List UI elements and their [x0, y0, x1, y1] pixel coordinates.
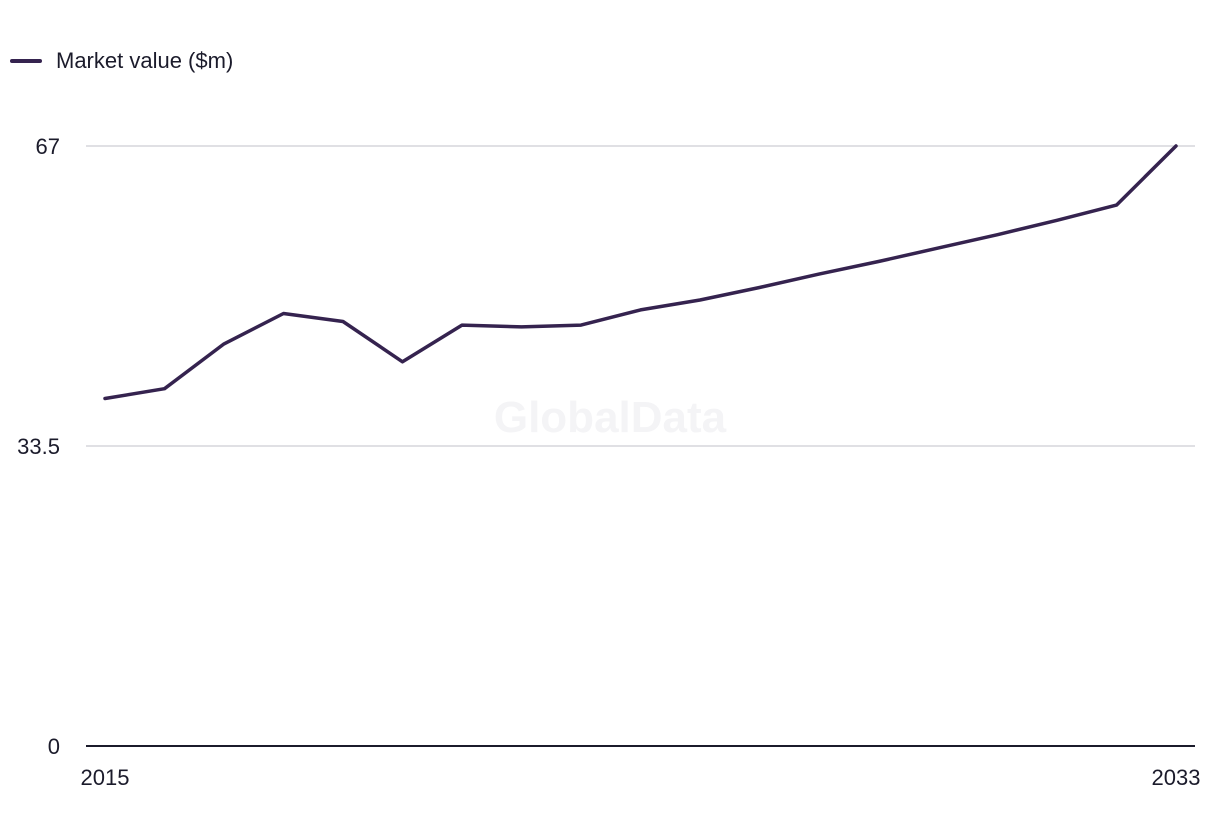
data-point	[813, 268, 825, 280]
data-point	[1051, 214, 1063, 226]
y-tick-label: 0	[48, 734, 60, 759]
legend-swatch	[10, 59, 42, 63]
data-point	[873, 256, 885, 268]
series-layer	[99, 140, 1182, 405]
data-point	[516, 321, 528, 333]
data-point	[1170, 140, 1182, 152]
data-point	[992, 229, 1004, 241]
data-point	[397, 356, 409, 368]
watermark-text: GlobalData	[494, 393, 727, 442]
data-point	[456, 319, 468, 331]
data-point	[278, 307, 290, 319]
data-point	[575, 319, 587, 331]
data-point	[635, 304, 647, 316]
x-axis-tick-labels: 2015 2033	[81, 765, 1201, 790]
x-tick-label: 2015	[81, 765, 130, 790]
data-point	[99, 393, 111, 405]
data-point	[337, 316, 349, 328]
y-tick-label: 67	[36, 134, 60, 159]
grid-lines	[86, 145, 1195, 747]
data-point	[932, 242, 944, 254]
data-point	[218, 338, 230, 350]
data-point	[694, 294, 706, 306]
data-point	[754, 281, 766, 293]
legend-label: Market value ($m)	[56, 48, 234, 73]
y-axis-tick-labels: 0 33.5 67	[17, 134, 60, 759]
x-tick-label: 2033	[1152, 765, 1201, 790]
data-point	[159, 383, 171, 395]
series-line-market-value	[103, 144, 1178, 401]
data-point	[1111, 199, 1123, 211]
y-tick-label: 33.5	[17, 434, 60, 459]
chart-legend: Market value ($m)	[10, 44, 233, 78]
